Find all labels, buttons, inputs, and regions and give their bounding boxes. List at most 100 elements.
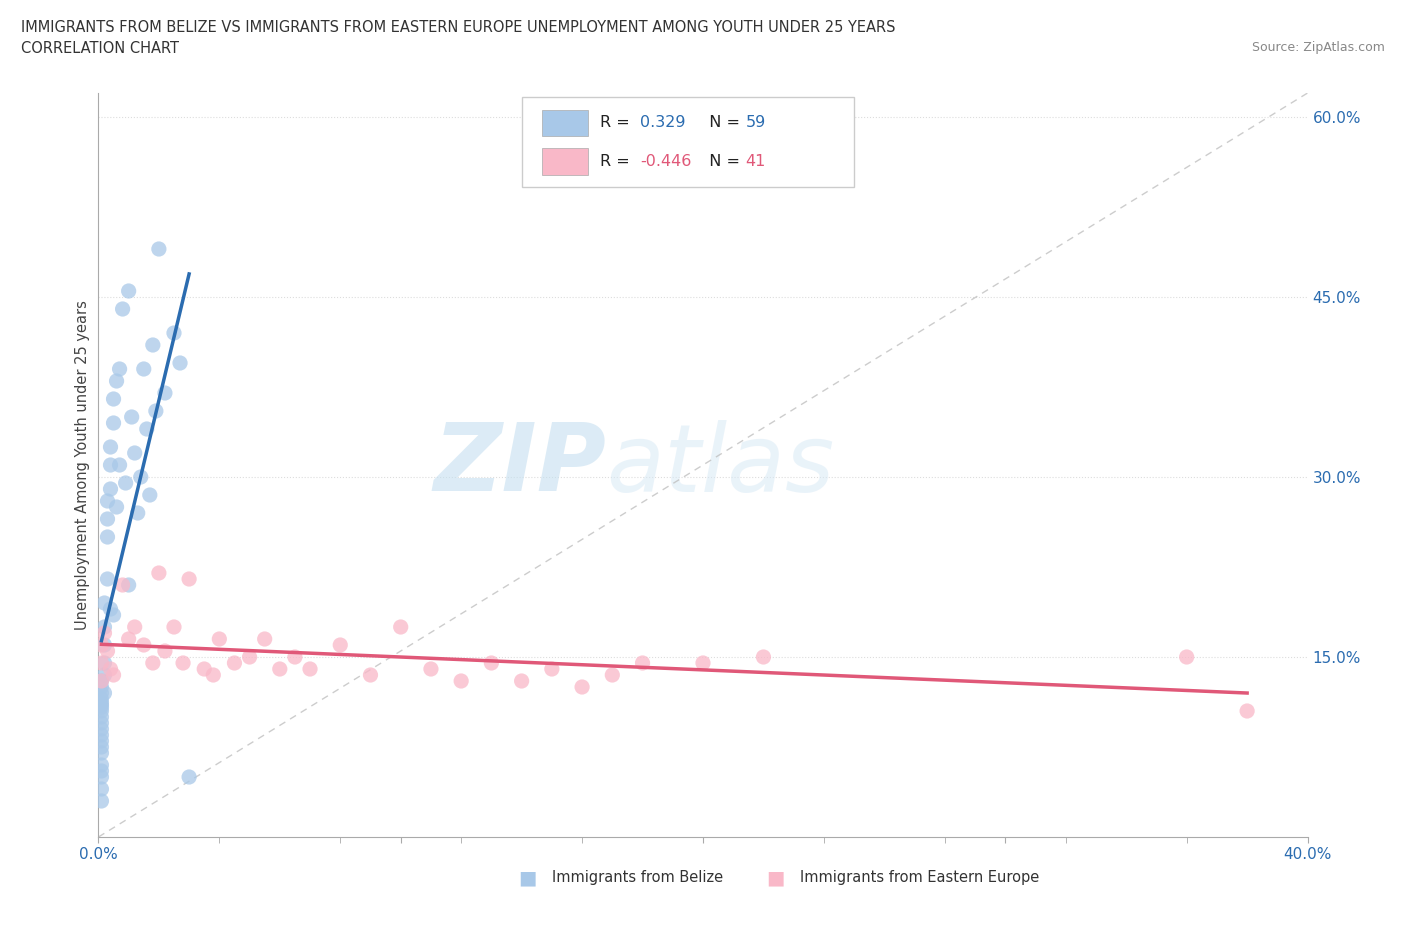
- Point: [100, 440, 122, 455]
- Point: [93, 595, 115, 610]
- Point: [202, 668, 225, 683]
- FancyBboxPatch shape: [522, 97, 855, 188]
- Point: [253, 631, 276, 646]
- Point: [90, 739, 112, 754]
- Point: [118, 284, 141, 299]
- Point: [269, 661, 291, 676]
- Point: [135, 421, 157, 436]
- Point: [510, 673, 533, 688]
- Point: [142, 656, 165, 671]
- Point: [631, 656, 654, 671]
- Text: N =: N =: [699, 115, 745, 130]
- Point: [129, 470, 152, 485]
- Point: [90, 715, 112, 730]
- Point: [752, 649, 775, 664]
- Text: IMMIGRANTS FROM BELIZE VS IMMIGRANTS FROM EASTERN EUROPE UNEMPLOYMENT AMONG YOUT: IMMIGRANTS FROM BELIZE VS IMMIGRANTS FRO…: [21, 20, 896, 35]
- Point: [90, 734, 112, 749]
- Text: ■: ■: [519, 869, 537, 887]
- Point: [100, 661, 122, 676]
- Point: [90, 698, 112, 712]
- Point: [239, 649, 262, 664]
- Text: -0.446: -0.446: [640, 153, 692, 168]
- Point: [90, 673, 112, 688]
- Point: [145, 404, 167, 418]
- Point: [602, 668, 624, 683]
- Point: [90, 704, 112, 719]
- Point: [96, 529, 118, 544]
- Text: 59: 59: [745, 115, 766, 130]
- Point: [179, 572, 201, 587]
- Point: [93, 656, 115, 671]
- Point: [420, 661, 443, 676]
- Point: [108, 362, 131, 377]
- Point: [90, 758, 112, 773]
- Point: [90, 692, 112, 707]
- Point: [90, 746, 112, 761]
- Point: [93, 626, 115, 641]
- Point: [208, 631, 231, 646]
- Point: [163, 326, 186, 340]
- Text: ■: ■: [766, 869, 785, 887]
- Text: N =: N =: [699, 153, 745, 168]
- Point: [90, 700, 112, 715]
- Text: atlas: atlas: [606, 419, 835, 511]
- Point: [90, 638, 112, 653]
- Point: [111, 301, 134, 316]
- Point: [153, 644, 176, 658]
- Text: R =: R =: [600, 115, 636, 130]
- Text: Immigrants from Belize: Immigrants from Belize: [551, 870, 723, 885]
- Point: [90, 710, 112, 724]
- Point: [111, 578, 134, 592]
- Point: [389, 619, 412, 634]
- Point: [90, 685, 112, 700]
- Point: [90, 673, 112, 688]
- Point: [105, 374, 128, 389]
- Text: 41: 41: [745, 153, 766, 168]
- Point: [96, 512, 118, 526]
- Point: [481, 656, 503, 671]
- Point: [692, 656, 714, 671]
- Point: [100, 602, 122, 617]
- Point: [124, 445, 146, 460]
- Point: [142, 338, 165, 352]
- Point: [169, 355, 191, 370]
- Point: [450, 673, 472, 688]
- Point: [103, 416, 125, 431]
- Point: [193, 661, 215, 676]
- Point: [103, 607, 125, 622]
- Point: [90, 764, 112, 778]
- Point: [571, 680, 593, 695]
- Point: [121, 409, 143, 424]
- Point: [127, 506, 149, 521]
- Point: [540, 661, 562, 676]
- Point: [90, 695, 112, 710]
- Point: [100, 458, 122, 472]
- Point: [1236, 704, 1258, 719]
- Point: [179, 769, 201, 784]
- Point: [90, 781, 112, 796]
- Point: [93, 685, 115, 700]
- Point: [148, 242, 170, 257]
- Point: [132, 362, 155, 377]
- Point: [90, 722, 112, 737]
- Point: [93, 619, 115, 634]
- Point: [360, 668, 382, 683]
- Point: [118, 578, 141, 592]
- Text: ZIP: ZIP: [433, 419, 606, 511]
- Point: [108, 458, 131, 472]
- Point: [103, 392, 125, 406]
- Point: [1175, 649, 1198, 664]
- Point: [139, 487, 162, 502]
- Bar: [543, 148, 588, 175]
- Text: CORRELATION CHART: CORRELATION CHART: [21, 41, 179, 56]
- Point: [90, 793, 112, 808]
- Point: [103, 668, 125, 683]
- Point: [96, 494, 118, 509]
- Point: [114, 475, 136, 490]
- Point: [124, 619, 146, 634]
- Text: Immigrants from Eastern Europe: Immigrants from Eastern Europe: [800, 870, 1039, 885]
- Bar: [543, 110, 588, 137]
- Point: [172, 656, 194, 671]
- Point: [93, 668, 115, 683]
- Point: [90, 727, 112, 742]
